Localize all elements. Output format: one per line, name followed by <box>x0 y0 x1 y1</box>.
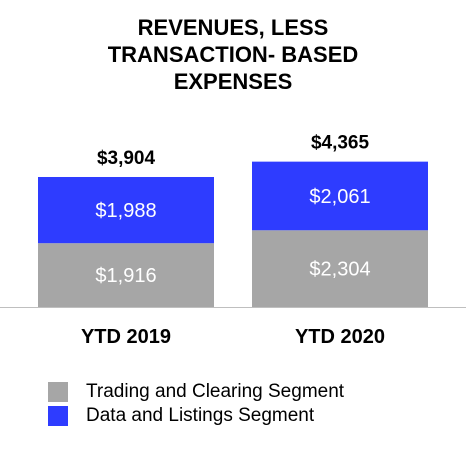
bar-trading-clearing-ytd-2019 <box>38 243 214 307</box>
legend-item-data-listings: Data and Listings Segment <box>48 404 344 428</box>
stacked-bar-chart: $1,916 $1,988 $3,904 YTD 2019 $2,304 $2,061 $4… <box>0 133 466 348</box>
legend-swatch-data-listings <box>48 406 68 426</box>
chart-title: REVENUES, LESS TRANSACTION- BASED EXPENS… <box>0 14 466 95</box>
legend-label-trading-clearing: Trading and Clearing Segment <box>86 381 345 402</box>
category-label-ytd-2020: YTD 2020 <box>295 326 385 348</box>
chart-title-line-1: REVENUES, LESS <box>137 15 329 40</box>
legend-item-trading-clearing: Trading and Clearing Segment <box>48 380 344 404</box>
bar-trading-clearing-ytd-2020 <box>252 230 428 307</box>
bar-data-listings-ytd-2020 <box>252 161 428 231</box>
data-label-trading-clearing-ytd-2019: $1,916 <box>95 265 156 287</box>
data-label-trading-clearing-ytd-2020: $2,304 <box>309 259 370 281</box>
legend-label-data-listings: Data and Listings Segment <box>86 405 315 426</box>
total-label-ytd-2020: $4,365 <box>311 133 370 154</box>
data-label-data-listings-ytd-2019: $1,988 <box>95 200 156 222</box>
chart-title-line-3: EXPENSES <box>173 69 293 94</box>
category-label-ytd-2019: YTD 2019 <box>81 326 171 348</box>
legend-swatch-trading-clearing <box>48 382 68 402</box>
chart-title-line-2: TRANSACTION- BASED <box>107 42 359 67</box>
data-label-data-listings-ytd-2020: $2,061 <box>309 186 370 208</box>
total-label-ytd-2019: $3,904 <box>97 148 156 169</box>
legend: Trading and Clearing Segment Data and Li… <box>48 380 344 428</box>
bar-data-listings-ytd-2019 <box>38 176 214 244</box>
